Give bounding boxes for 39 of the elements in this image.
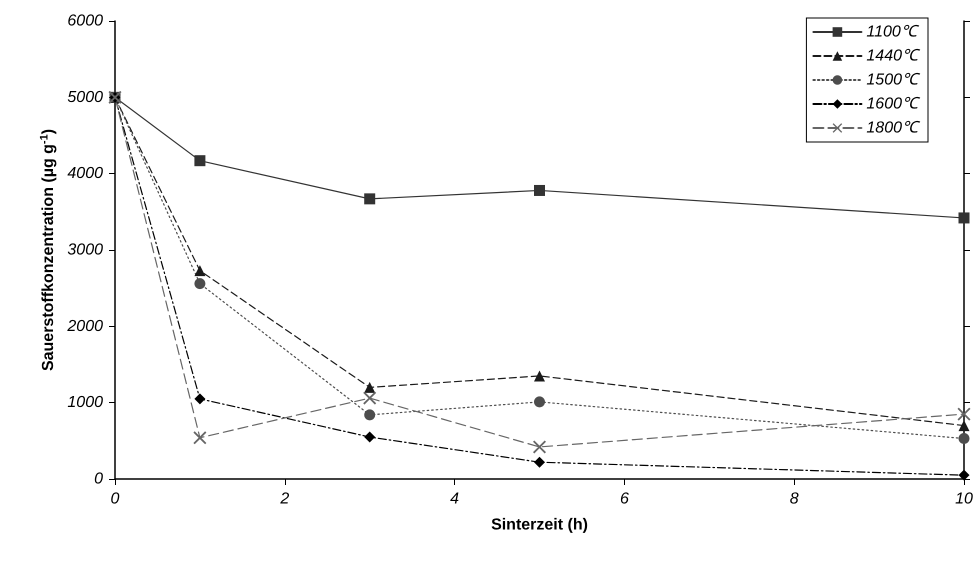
x-axis-title: Sinterzeit (h) xyxy=(491,516,588,534)
y-tick-label: 4000 xyxy=(67,165,104,182)
point xyxy=(958,420,970,432)
y-tick-label: 2000 xyxy=(66,318,104,335)
point xyxy=(958,408,970,421)
x-tick-label: 2 xyxy=(279,490,290,508)
point xyxy=(363,392,376,405)
point xyxy=(194,265,206,276)
legend-label: 1600℃ xyxy=(866,96,921,112)
x-tick-label: 10 xyxy=(955,490,973,508)
x-tick-label: 4 xyxy=(450,490,460,508)
y-tick-label: 6000 xyxy=(67,12,104,30)
y-tick-label: 3000 xyxy=(67,242,104,258)
point xyxy=(534,396,545,408)
x-tick-label: 0 xyxy=(110,490,120,508)
x-tick-label: 8 xyxy=(790,490,799,508)
legend-label: 1800℃ xyxy=(866,120,921,136)
point xyxy=(534,184,545,196)
point xyxy=(364,193,376,204)
point xyxy=(194,278,206,290)
point xyxy=(364,382,376,393)
y-tick-label: 5000 xyxy=(67,88,104,106)
point xyxy=(364,409,376,420)
y-tick-label: 0 xyxy=(94,470,104,488)
point xyxy=(958,433,970,444)
point xyxy=(194,155,206,166)
x-tick-label: 6 xyxy=(620,490,629,508)
point xyxy=(958,212,970,224)
y-tick-label: 1000 xyxy=(67,394,104,412)
point xyxy=(533,440,546,454)
legend-label: 1100℃ xyxy=(866,24,920,40)
legend-label: 1440℃ xyxy=(866,48,921,64)
legend-label: 1500℃ xyxy=(866,72,921,88)
point xyxy=(364,432,376,443)
point xyxy=(534,370,545,382)
y-axis-title: Sauerstoffkonzentration (µg g-1) xyxy=(38,128,58,372)
point xyxy=(194,393,206,404)
point xyxy=(534,456,545,468)
point xyxy=(193,431,206,444)
